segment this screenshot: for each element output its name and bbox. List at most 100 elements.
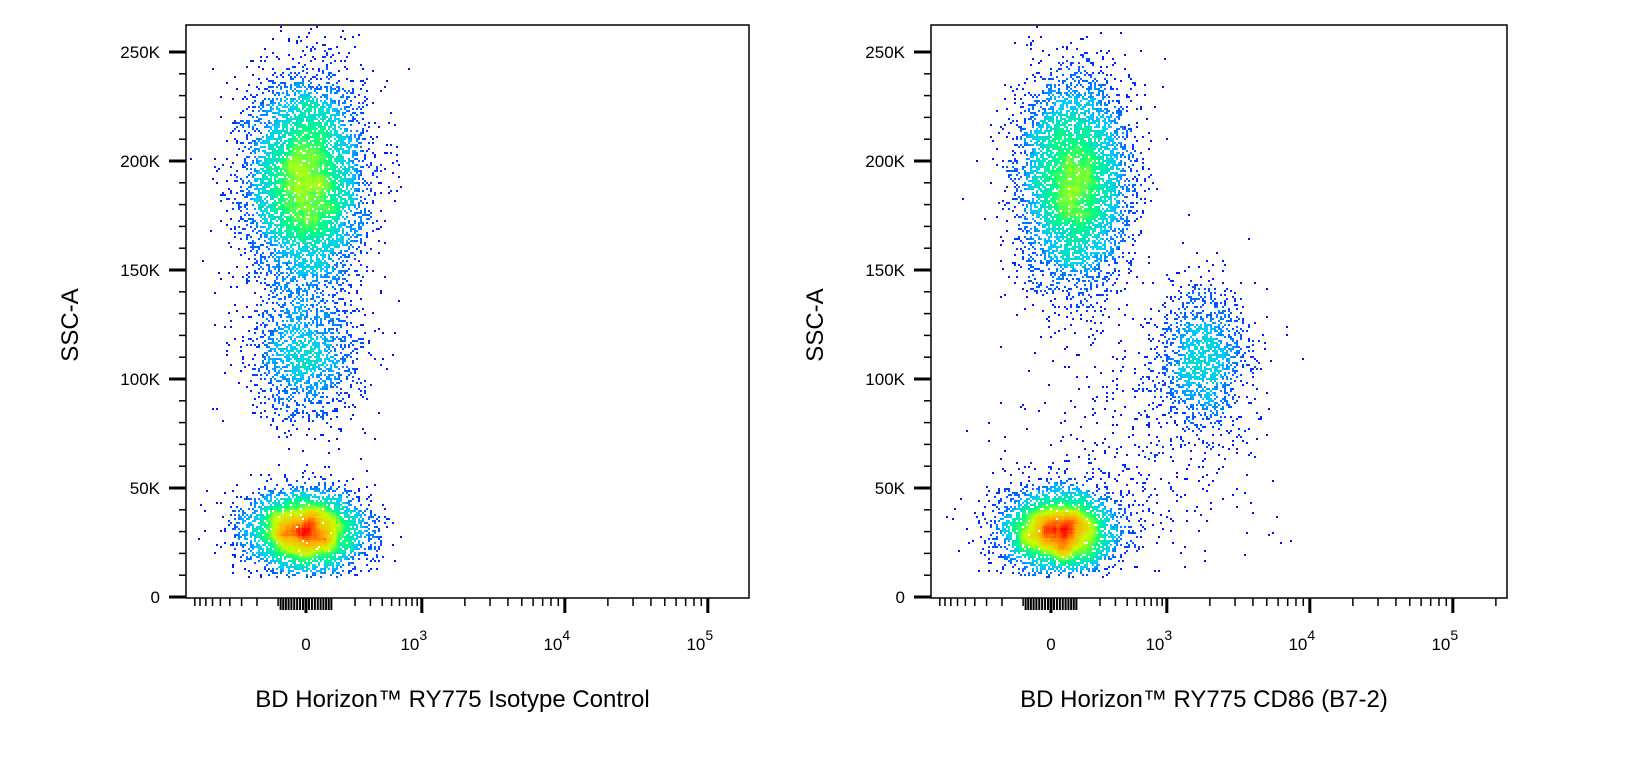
data-point [276,160,278,162]
data-point [332,244,334,246]
data-point [318,252,320,254]
data-point [292,126,294,128]
data-point [332,266,334,268]
data-point [286,206,288,208]
data-point [282,398,284,400]
data-point [286,184,288,186]
data-point [276,374,278,376]
data-point [340,344,342,346]
data-point [260,156,262,158]
data-point [326,226,328,228]
data-point [364,154,366,156]
data-point [280,310,282,312]
data-point [292,156,294,158]
data-point [288,314,290,316]
data-point [244,96,246,98]
data-point [334,164,336,166]
data-point [334,338,336,340]
data-point [272,194,274,196]
data-point [264,256,266,258]
data-point [366,182,368,184]
data-point [296,250,298,252]
data-point [284,140,286,142]
data-point [262,336,264,338]
data-point [370,216,372,218]
data-point [300,124,302,126]
data-point [346,110,348,112]
data-point [346,280,348,282]
data-point [350,166,352,168]
data-point [284,340,286,342]
data-point [360,142,362,144]
data-point [304,318,306,320]
data-point [316,292,318,294]
data-point [344,142,346,144]
data-point [296,378,298,380]
data-point [296,354,298,356]
data-point [290,120,292,122]
data-point [314,264,316,266]
data-point [308,336,310,338]
data-point [280,154,282,156]
data-point [286,160,288,162]
data-point [262,342,264,344]
data-point [264,164,266,166]
data-point [344,354,346,356]
data-point [322,338,324,340]
data-point [320,232,322,234]
data-point [320,310,322,312]
data-point [270,218,272,220]
data-points [190,26,410,578]
data-point [312,172,314,174]
data-point [292,242,294,244]
data-point [312,260,314,262]
data-point [290,398,292,400]
data-point [292,248,294,250]
data-point [304,334,306,336]
data-point [284,312,286,314]
data-point [348,370,350,372]
data-point [268,266,270,268]
data-point [258,184,260,186]
data-point [336,266,338,268]
data-point [296,252,298,254]
data-point [270,194,272,196]
data-point [280,288,282,290]
data-point [332,174,334,176]
data-point [358,122,360,124]
data-point [336,160,338,162]
data-point [286,114,288,116]
data-point [348,268,350,270]
data-point [320,268,322,270]
data-point [314,410,316,412]
data-point [278,298,280,300]
data-point [306,224,308,226]
data-point [264,310,266,312]
data-point [296,344,298,346]
data-point [302,84,304,86]
data-point [242,166,244,168]
data-point [350,342,352,344]
data-point [286,126,288,128]
data-point [270,190,272,192]
data-point [330,364,332,366]
data-point [298,320,300,322]
data-point [290,332,292,334]
data-point [310,252,312,254]
data-point [328,240,330,242]
data-point [338,226,340,228]
data-point [284,286,286,288]
data-point [340,134,342,136]
data-point [250,164,252,166]
data-point [250,168,252,170]
data-point [306,190,308,192]
data-point [302,198,304,200]
data-point [326,210,328,212]
data-point [332,230,334,232]
data-point [266,218,268,220]
data-point [310,256,312,258]
data-point [258,160,260,162]
data-point [248,316,250,318]
data-point [348,354,350,356]
data-point [342,30,344,32]
